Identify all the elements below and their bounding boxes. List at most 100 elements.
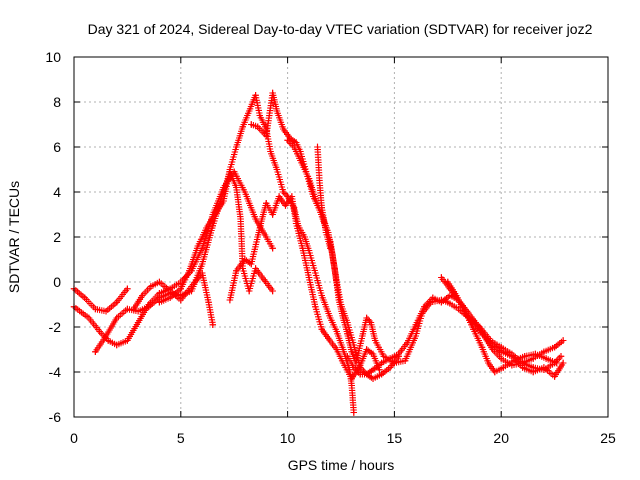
data-point	[318, 326, 325, 333]
data-point	[92, 348, 99, 355]
x-axis-label: GPS time / hours	[288, 457, 395, 473]
data-point	[267, 148, 274, 155]
data-point	[359, 332, 366, 340]
data-point	[378, 359, 385, 367]
data-point	[248, 260, 255, 268]
data-point	[256, 112, 264, 119]
data-points	[70, 89, 567, 416]
data-point	[491, 368, 498, 376]
data-point	[113, 299, 120, 306]
data-point	[378, 371, 385, 378]
y-tick-label: 4	[53, 184, 61, 200]
data-point	[134, 308, 142, 315]
data-point	[92, 305, 99, 313]
y-tick-label: -6	[49, 409, 62, 425]
data-point	[363, 314, 370, 322]
data-point	[252, 92, 259, 99]
data-point	[269, 211, 276, 218]
data-point	[519, 364, 526, 371]
data-point	[363, 346, 370, 353]
data-point	[186, 267, 193, 274]
data-point	[312, 269, 319, 277]
data-point	[194, 242, 202, 250]
data-point	[386, 355, 394, 362]
data-point	[166, 287, 174, 295]
data-point	[102, 308, 110, 315]
data-point	[139, 292, 146, 299]
data-point	[521, 353, 528, 360]
data-point	[252, 265, 259, 272]
data-point	[540, 364, 548, 371]
data-point	[339, 359, 347, 367]
data-point	[444, 278, 451, 286]
data-point	[263, 200, 270, 207]
data-point	[350, 364, 358, 371]
data-point	[333, 328, 340, 335]
data-point	[350, 409, 358, 416]
y-tick-label: 10	[45, 49, 61, 65]
series-sat-track-4	[130, 269, 217, 328]
data-point	[350, 341, 358, 349]
data-point	[386, 364, 394, 371]
series-sat-track-5	[156, 92, 358, 416]
data-point	[134, 319, 142, 326]
data-point	[284, 137, 291, 144]
data-point	[156, 299, 163, 306]
data-point	[273, 107, 281, 115]
data-point	[453, 292, 460, 299]
data-point	[292, 220, 300, 227]
data-point	[478, 344, 486, 351]
data-point	[500, 364, 507, 371]
data-point	[401, 357, 409, 364]
data-point	[237, 215, 244, 223]
data-point	[252, 215, 259, 223]
data-point	[421, 303, 428, 310]
data-point	[395, 350, 402, 358]
data-point	[177, 285, 184, 292]
data-point	[333, 346, 340, 353]
data-point	[113, 314, 120, 322]
x-tick-label: 25	[600, 430, 616, 446]
y-tick-label: -4	[49, 364, 62, 380]
data-point	[542, 355, 550, 362]
data-point	[241, 256, 249, 263]
data-point	[130, 305, 138, 313]
data-point	[404, 339, 411, 346]
data-point	[188, 283, 195, 290]
data-point	[348, 382, 355, 389]
data-point	[292, 139, 300, 146]
data-point	[209, 321, 217, 328]
data-point	[559, 359, 567, 367]
data-point	[233, 267, 240, 274]
x-tick-label: 20	[493, 430, 509, 446]
data-point	[367, 319, 375, 326]
data-point	[344, 319, 351, 326]
data-point	[371, 337, 379, 344]
axis-ticks: 0 5 10 15 20 25 -6 -4 -2 0 2 4 6 8 10	[45, 49, 616, 446]
data-point	[203, 224, 210, 232]
data-point	[322, 229, 330, 236]
data-point	[551, 373, 558, 380]
data-point	[324, 335, 332, 342]
data-point	[461, 308, 469, 315]
data-point	[211, 211, 219, 218]
data-point	[429, 294, 437, 301]
data-point	[113, 341, 120, 349]
data-point	[485, 359, 492, 367]
data-point	[357, 364, 364, 371]
data-point	[344, 353, 351, 360]
data-point	[438, 274, 445, 281]
data-point	[280, 125, 287, 133]
data-point	[124, 337, 131, 344]
data-point	[147, 283, 155, 290]
marker-trail	[444, 278, 560, 376]
marker-trail	[130, 269, 216, 328]
data-point	[301, 233, 308, 241]
y-tick-label: 2	[53, 229, 61, 245]
data-point	[275, 193, 283, 200]
data-point	[412, 321, 419, 328]
data-point	[104, 337, 112, 344]
y-tick-label: 0	[53, 274, 61, 290]
data-point	[318, 292, 325, 299]
